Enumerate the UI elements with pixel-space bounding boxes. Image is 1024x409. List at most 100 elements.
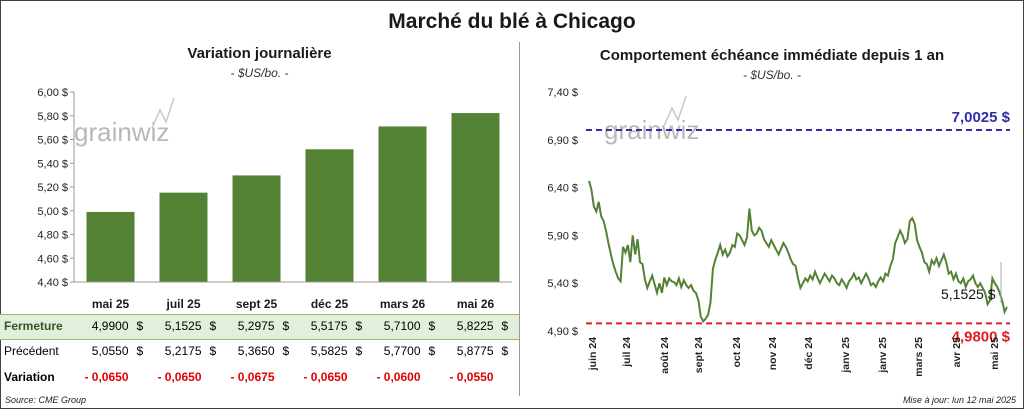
line-y-tick-label: 6,90 $ (547, 135, 578, 147)
table-cell: - 0,0600 (376, 370, 421, 384)
table-cell: 5,7100 (383, 319, 421, 333)
bar-y-axis: 4,40 $ 4,60 $ 4,80 $ 5,00 $ 5,20 $ 5,40 $ 5,60… (37, 87, 75, 289)
source-note: Source: CME Group (5, 395, 87, 405)
line-y-tick-label: 7,40 $ (547, 87, 578, 99)
row-label: Précédent (4, 344, 59, 358)
bar (451, 113, 500, 282)
watermark-text: grainwiz (74, 117, 169, 147)
table-cell: 5,3650 (237, 344, 275, 358)
left-watermark: grainwiz (74, 97, 175, 147)
row-label: Variation (4, 370, 55, 384)
line-x-tick-label: août 24 (659, 337, 671, 374)
line-x-tick-label: mars 25 (913, 337, 925, 377)
bar-x-tick-label: déc 25 (311, 297, 349, 311)
row-label: Fermeture (4, 319, 63, 333)
table-row-precedent: Précédent 5,0550 $5,2175 $5,3650 $5,5825 $5,… (0, 340, 519, 364)
bar (232, 175, 281, 282)
line-y-tick-label: 5,90 $ (547, 230, 578, 242)
bar (86, 211, 135, 282)
currency-symbol: $ (501, 344, 509, 358)
line-x-tick-label: juin 24 (587, 337, 599, 371)
bar-x-tick-label: mai 25 (92, 297, 130, 311)
line-y-tick-label: 6,40 $ (547, 183, 578, 195)
left-panel-subtitle: - $US/bo. - (230, 66, 289, 80)
panel-divider (519, 42, 520, 396)
bar-y-tick-label: 5,00 $ (37, 206, 68, 218)
bar (378, 126, 427, 282)
high-value-label: 7,0025 $ (952, 109, 1011, 126)
bar-y-tick-label: 5,60 $ (37, 135, 68, 147)
currency-symbol: $ (282, 344, 290, 358)
bar (159, 192, 208, 282)
low-value-label: 4,9800 $ (952, 328, 1011, 345)
bar-x-tick-label: mai 26 (457, 297, 495, 311)
right-panel-subtitle: - $US/bo. - (742, 68, 802, 82)
table-cell: 5,5175 (310, 319, 348, 333)
table-cell: 5,2975 (237, 319, 275, 333)
line-x-tick-label: janv 25 (877, 337, 889, 374)
line-chart: grainwiz 4,90 $ 5,40 $ 5,90 $ 6,40 $ 6,90 $ 7… (547, 87, 1011, 377)
currency-symbol: $ (428, 344, 436, 358)
bar-y-tick-label: 4,60 $ (37, 253, 68, 265)
table-cell: 4,9900 (91, 319, 129, 333)
table-cell: - 0,0650 (157, 370, 202, 384)
line-y-tick-label: 5,40 $ (547, 278, 578, 290)
bar-series (86, 113, 500, 282)
line-y-tick-label: 4,90 $ (547, 326, 578, 338)
currency-symbol: $ (209, 344, 217, 358)
bar-y-tick-label: 5,80 $ (37, 111, 68, 123)
table-cell: 5,8775 (456, 344, 494, 358)
line-x-tick-label: avr 25 (951, 337, 963, 368)
bar-y-tick-label: 5,40 $ (37, 158, 68, 170)
bar (305, 149, 354, 282)
line-x-tick-label: déc 24 (803, 337, 815, 370)
last-price-label: 5,1525 $ (941, 286, 996, 302)
line-x-tick-label: sept 24 (693, 337, 705, 373)
line-x-tick-label: janv 25 (840, 337, 852, 374)
price-line (588, 180, 1008, 324)
line-x-tick-label: mai 25 (989, 337, 1001, 370)
table-cell: - 0,0675 (230, 370, 275, 384)
currency-symbol: $ (209, 319, 217, 333)
bar-y-tick-label: 6,00 $ (37, 87, 68, 99)
update-note: Mise à jour: lun 12 mai 2025 (902, 395, 1016, 405)
bar-y-tick-label: 4,40 $ (37, 277, 68, 289)
right-panel-title: Comportement échéance immédiate depuis 1… (599, 47, 945, 64)
line-y-axis: 4,90 $ 5,40 $ 5,90 $ 6,40 $ 6,90 $ 7,40 $ (547, 87, 578, 338)
line-x-axis: juin 24 juil 24 août 24 sept 24 oct 24 nov 24… (587, 337, 1001, 377)
currency-symbol: $ (428, 319, 436, 333)
watermark-swoosh (151, 97, 175, 129)
page-title: Marché du blé à Chicago (388, 10, 636, 33)
table-cell: 5,5825 (310, 344, 348, 358)
reference-lines (586, 129, 1010, 325)
line-annotations: 7,0025 $ 4,9800 $ 5,1525 $ (941, 109, 1011, 345)
table-row-fermeture: Fermeture 4,9900 $5,1525 $5,2975 $5,5175 $5,… (0, 314, 519, 340)
bar-x-tick-label: mars 26 (380, 297, 426, 311)
table-cell: - 0,0650 (303, 370, 348, 384)
table-cell: 5,8225 (456, 319, 494, 333)
bar-x-tick-label: juil 25 (165, 297, 200, 311)
currency-symbol: $ (136, 344, 144, 358)
table-cell: - 0,0650 (84, 370, 129, 384)
currency-symbol: $ (136, 319, 144, 333)
currency-symbol: $ (355, 344, 363, 358)
bar-y-tick-label: 5,20 $ (37, 182, 68, 194)
line-x-tick-label: juil 24 (621, 337, 633, 368)
right-watermark: grainwiz (604, 95, 699, 145)
left-panel-title: Variation journalière (187, 45, 332, 62)
currency-symbol: $ (282, 319, 290, 333)
table-row-variation: Variation - 0,0650 - 0,0650 - 0,0675 - 0,06… (0, 366, 519, 390)
watermark-swoosh (663, 95, 687, 127)
table-cell: - 0,0550 (449, 370, 494, 384)
line-x-tick-label: oct 24 (731, 337, 743, 368)
table-cell: 5,0550 (91, 344, 129, 358)
table-cell: 5,2175 (164, 344, 202, 358)
bar-chart: grainwiz 4,40 $ 4,60 $ 4,80 $ 5,00 $ 5,20 $ 5… (37, 87, 512, 311)
line-x-tick-label: nov 24 (767, 337, 779, 370)
currency-symbol: $ (355, 319, 363, 333)
table-cell: 5,7700 (383, 344, 421, 358)
currency-symbol: $ (501, 319, 509, 333)
bar-x-axis: mai 25 juil 25 sept 25 déc 25 mars 26 mai 26 (74, 281, 512, 311)
bar-y-tick-label: 4,80 $ (37, 230, 68, 242)
bar-x-tick-label: sept 25 (236, 297, 278, 311)
